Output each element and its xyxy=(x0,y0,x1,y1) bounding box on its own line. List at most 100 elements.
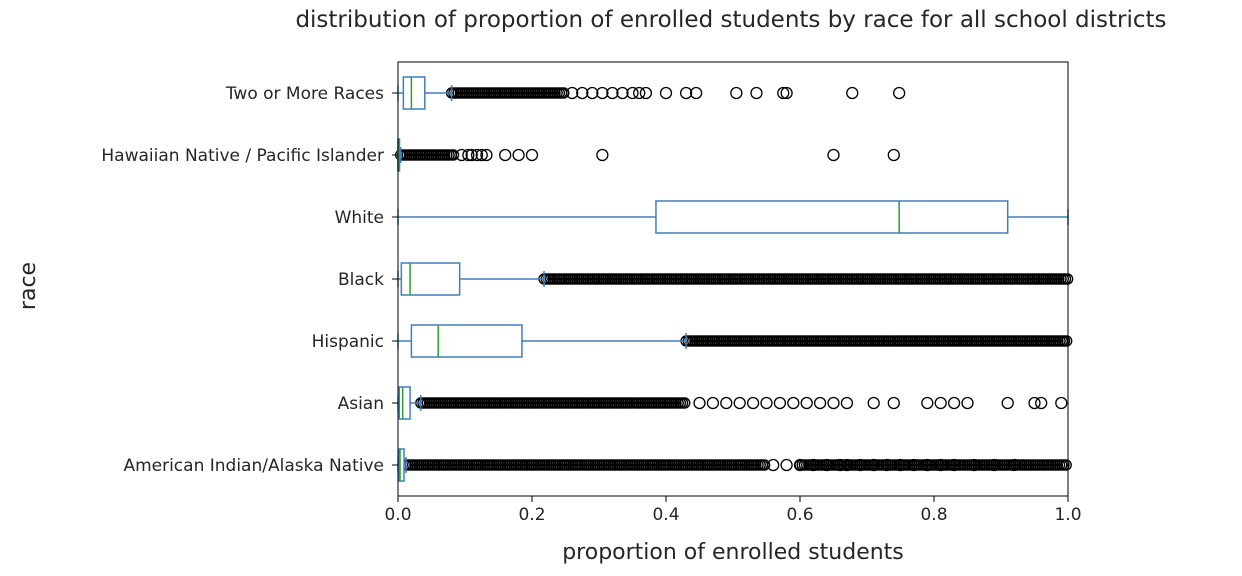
y-tick-label: White xyxy=(335,208,384,228)
flier-point xyxy=(659,86,673,100)
y-tick-label: Two or More Races xyxy=(225,84,384,104)
y-tick-label: Asian xyxy=(338,394,384,414)
flier-point xyxy=(706,396,720,410)
box-iqr xyxy=(398,386,411,420)
x-tick-label: 0.6 xyxy=(786,505,813,525)
flier-point xyxy=(455,148,468,162)
flier-point xyxy=(760,396,773,410)
flier-point xyxy=(867,458,880,472)
box-group xyxy=(397,324,1073,358)
flier-point xyxy=(820,458,833,472)
flier-point xyxy=(921,396,934,410)
box-group xyxy=(397,76,906,110)
flier-point xyxy=(880,458,894,472)
flier-point xyxy=(462,148,475,162)
flier-point xyxy=(447,149,460,161)
flier-point xyxy=(679,86,693,100)
flier-point xyxy=(773,396,787,410)
flier-point xyxy=(566,86,579,100)
flier-point xyxy=(746,396,760,410)
box-iqr xyxy=(402,76,426,110)
flier-point xyxy=(800,396,813,410)
box-group xyxy=(397,200,1069,234)
flier-point xyxy=(827,396,840,410)
flier-point xyxy=(894,458,907,472)
flier-point xyxy=(793,458,807,472)
flier-point xyxy=(887,148,900,162)
flier-point xyxy=(1035,396,1048,410)
flier-point xyxy=(777,86,790,100)
flier-point xyxy=(807,458,820,472)
flier-point xyxy=(1055,396,1068,410)
flier-point xyxy=(780,458,793,472)
flier-point xyxy=(887,396,900,410)
flier-point xyxy=(596,148,609,162)
flier-point xyxy=(626,86,639,100)
flier-point xyxy=(606,86,619,100)
flier-point xyxy=(690,86,703,100)
flier-point xyxy=(470,148,484,162)
flier-point xyxy=(693,396,706,410)
flier-point xyxy=(934,396,947,410)
box-group xyxy=(397,448,1072,482)
flier-point xyxy=(907,458,921,472)
box-group xyxy=(397,262,1074,296)
flier-point xyxy=(840,458,854,472)
flier-point xyxy=(1028,396,1041,410)
flier-point xyxy=(465,148,478,162)
flier-point xyxy=(867,396,880,410)
y-axis-label: race xyxy=(16,262,41,310)
box-group xyxy=(394,138,900,172)
flier-point xyxy=(679,397,691,409)
flier-point xyxy=(633,86,646,100)
box-iqr xyxy=(400,262,461,296)
flier-point xyxy=(813,396,827,410)
flier-point xyxy=(512,148,525,162)
flier-point xyxy=(780,86,793,100)
y-tick-label: Hawaiian Native / Pacific Islander xyxy=(101,146,384,166)
box-iqr xyxy=(397,448,405,482)
flier-point xyxy=(1001,396,1014,410)
flier-point xyxy=(475,148,488,162)
flier-point xyxy=(947,458,961,472)
flier-point xyxy=(576,86,589,100)
box-iqr xyxy=(410,324,523,358)
flier-point xyxy=(480,148,493,162)
flier-point xyxy=(1060,459,1072,471)
flier-point xyxy=(733,396,746,410)
chart-title: distribution of proportion of enrolled s… xyxy=(295,7,1166,33)
flier-point xyxy=(616,86,629,100)
y-tick-label: Black xyxy=(338,270,384,290)
flier-point xyxy=(750,86,763,100)
x-axis-label: proportion of enrolled students xyxy=(562,540,904,565)
flier-point xyxy=(961,396,974,410)
flier-point xyxy=(525,148,539,162)
flier-point xyxy=(827,148,840,162)
flier-point xyxy=(840,396,854,410)
flier-point xyxy=(586,86,599,100)
box-iqr xyxy=(655,200,1009,234)
x-tick-label: 0.8 xyxy=(920,505,947,525)
flier-point xyxy=(499,148,512,162)
plot-area xyxy=(394,76,1074,482)
flier-point xyxy=(968,458,981,472)
x-tick-label: 1.0 xyxy=(1054,505,1081,525)
flier-point xyxy=(730,86,743,100)
flier-point xyxy=(947,396,961,410)
x-tick-label: 0.0 xyxy=(384,505,411,525)
flier-point xyxy=(596,86,609,100)
flier-point xyxy=(720,396,733,410)
flier-point xyxy=(988,458,1001,472)
box-group xyxy=(397,386,1068,420)
x-tick-label: 0.4 xyxy=(652,505,679,525)
flier-point xyxy=(558,87,570,99)
flier-point xyxy=(767,458,780,472)
flier-point xyxy=(854,458,867,472)
flier-point xyxy=(893,86,906,100)
flier-point xyxy=(846,86,859,100)
y-tick-label: Hispanic xyxy=(312,332,384,352)
flier-point xyxy=(758,459,771,471)
flier-point xyxy=(834,458,847,472)
x-tick-label: 0.2 xyxy=(518,505,545,525)
